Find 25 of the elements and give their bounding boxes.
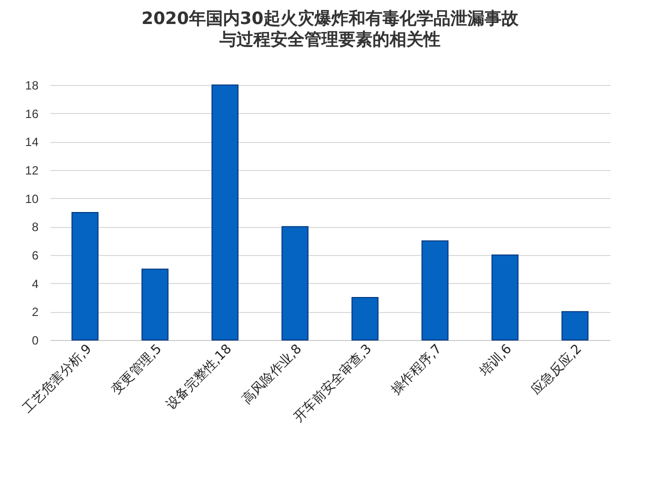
bar bbox=[492, 254, 518, 340]
chart-subtitle: 与过程安全管理要素的相关性 bbox=[218, 30, 440, 50]
x-tick-label: 操作程序,7 bbox=[388, 341, 445, 398]
x-tick-label: 应急反应,2 bbox=[528, 341, 585, 398]
y-tick-label: 18 bbox=[25, 78, 39, 92]
bar bbox=[422, 240, 448, 340]
x-tick-label: 设备完整性,18 bbox=[162, 341, 235, 413]
bar bbox=[562, 311, 588, 340]
chart-title: 2020年国内30起火灾爆炸和有毒化学品泄漏事故 bbox=[142, 9, 520, 29]
bar bbox=[142, 268, 168, 340]
y-tick-label: 8 bbox=[32, 220, 39, 234]
bar bbox=[282, 226, 308, 340]
x-tick-label: 培训,6 bbox=[476, 342, 515, 380]
y-tick-label: 0 bbox=[32, 334, 39, 348]
y-tick-label: 12 bbox=[25, 164, 39, 178]
y-tick-label: 10 bbox=[25, 192, 39, 206]
y-tick-label: 4 bbox=[32, 276, 39, 291]
y-tick-label: 14 bbox=[25, 135, 39, 150]
bar bbox=[212, 84, 238, 340]
x-tick-label: 变更管理,5 bbox=[108, 342, 165, 398]
y-tick-label: 16 bbox=[25, 106, 39, 121]
bar bbox=[72, 212, 98, 340]
bar bbox=[352, 297, 378, 340]
y-tick-label: 2 bbox=[32, 305, 39, 320]
y-tick-label: 6 bbox=[32, 248, 39, 262]
